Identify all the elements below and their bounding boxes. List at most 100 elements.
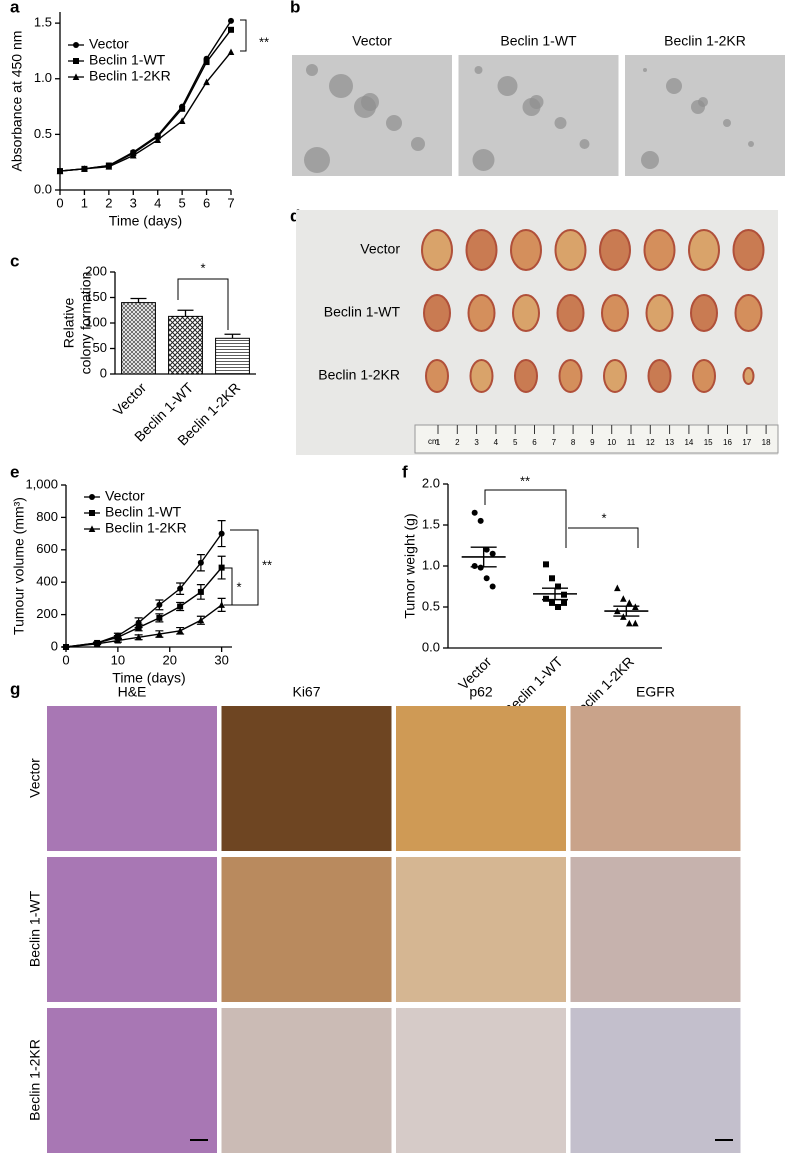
row-label: Beclin 1-2KR — [318, 367, 400, 383]
tumor — [690, 294, 718, 332]
tumor — [465, 229, 498, 271]
marker — [555, 604, 561, 610]
marker — [197, 559, 204, 566]
y-tick-label: 0 — [51, 638, 58, 653]
ruler-label: 11 — [627, 438, 636, 447]
colony — [304, 147, 330, 173]
tumor — [558, 359, 583, 393]
marker — [154, 136, 162, 143]
error-bar — [613, 605, 640, 617]
series-line — [59, 20, 232, 172]
panel-letter: g — [10, 679, 20, 698]
y-tick-label: 1.0 — [34, 70, 52, 85]
tumor — [601, 294, 629, 332]
marker — [56, 167, 64, 175]
marker — [156, 630, 163, 638]
ruler-label: 4 — [494, 438, 499, 447]
x-tick-label: 30 — [214, 652, 228, 667]
legend-label: Beclin 1-WT — [105, 504, 182, 520]
ruler-label: 13 — [665, 438, 674, 447]
ruler-unit: cm — [428, 437, 439, 446]
micrograph — [47, 857, 217, 1002]
marker — [203, 78, 210, 86]
bar — [121, 302, 156, 375]
micrograph — [47, 1008, 217, 1153]
ruler-label: 2 — [455, 438, 460, 447]
y-tick-label: 1.5 — [34, 15, 52, 30]
tumor — [732, 229, 765, 271]
tumor — [469, 359, 494, 393]
row-label: Beclin 1-WT — [324, 304, 401, 320]
annotation: ** — [259, 34, 269, 49]
tumor — [425, 359, 449, 393]
legend-label: Beclin 1-2KR — [89, 68, 171, 84]
ruler-label: 15 — [704, 438, 713, 447]
tumor — [556, 294, 585, 332]
bar — [168, 315, 203, 375]
ruler-label: 8 — [571, 438, 576, 447]
x-tick-label: 7 — [227, 195, 234, 210]
y-tick-label: 0.0 — [422, 639, 440, 654]
colony — [641, 151, 659, 169]
marker — [483, 546, 490, 553]
micrograph — [221, 857, 392, 1002]
x-tick-label: 20 — [163, 652, 177, 667]
annotation: * — [601, 510, 606, 525]
micrograph — [396, 1008, 566, 1153]
colony — [554, 117, 567, 129]
marker — [489, 550, 496, 557]
tumor — [647, 359, 672, 393]
error-bar — [542, 587, 568, 601]
column-label: p62 — [469, 684, 493, 700]
marker — [73, 42, 79, 48]
y-tick-label: 200 — [36, 606, 58, 621]
marker — [471, 563, 478, 569]
panel-letter: e — [10, 462, 19, 481]
significance-bracket — [230, 529, 259, 606]
colony — [329, 74, 353, 98]
colony — [529, 95, 544, 109]
ruler-label: 17 — [742, 438, 751, 447]
row-label: Vector — [27, 758, 43, 798]
tumor — [599, 229, 631, 271]
colony — [748, 141, 754, 147]
panel-letter: c — [10, 251, 19, 270]
y-axis-label: Tumour volume (mm³) — [11, 497, 27, 635]
marker — [626, 599, 633, 606]
ruler — [414, 424, 779, 454]
marker — [543, 561, 549, 568]
colony — [579, 139, 590, 149]
marker — [72, 73, 80, 80]
marker — [483, 575, 490, 582]
tumor — [512, 294, 540, 332]
annotation: ** — [520, 473, 530, 488]
marker — [489, 583, 496, 590]
column-label: Ki67 — [292, 684, 320, 700]
y-tick-label: 1.5 — [422, 516, 440, 531]
tumor — [734, 294, 763, 332]
tumor — [514, 359, 538, 393]
x-tick-label: 6 — [203, 195, 210, 210]
ruler-label: 7 — [552, 438, 557, 447]
significance-bracket — [177, 278, 229, 330]
marker — [471, 509, 478, 516]
marker — [561, 591, 567, 598]
x-tick-label: 3 — [130, 195, 137, 210]
marker — [620, 595, 627, 602]
marker — [177, 585, 184, 592]
tumor — [692, 359, 716, 393]
marker — [203, 59, 210, 66]
column-label: Beclin 1-2KR — [664, 33, 746, 49]
ruler-label: 18 — [762, 438, 771, 447]
x-tick-label: 4 — [154, 195, 161, 210]
error-bar — [470, 546, 497, 568]
column-label: Beclin 1-WT — [500, 33, 577, 49]
column-label: Vector — [352, 33, 392, 49]
ruler-label: 14 — [684, 438, 693, 447]
colony — [474, 66, 483, 74]
marker — [218, 601, 225, 608]
micrograph — [396, 857, 566, 1002]
marker — [555, 583, 561, 590]
colony — [306, 64, 318, 76]
marker — [228, 17, 234, 24]
